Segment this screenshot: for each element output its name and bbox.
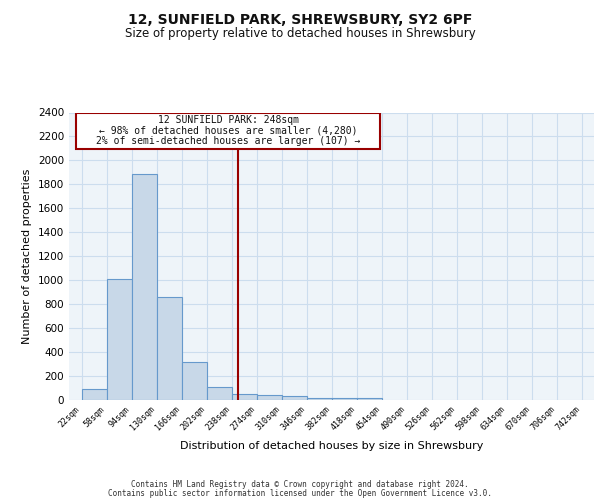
Bar [82, 389, 107, 400]
Bar [131, 174, 157, 400]
Bar [107, 279, 131, 400]
Y-axis label: Number of detached properties: Number of detached properties [22, 168, 32, 344]
Bar [257, 394, 281, 400]
Text: Contains HM Land Registry data © Crown copyright and database right 2024.: Contains HM Land Registry data © Crown c… [131, 480, 469, 489]
Bar [206, 387, 232, 400]
Bar [157, 297, 182, 400]
Text: 12 SUNFIELD PARK: 248sqm: 12 SUNFIELD PARK: 248sqm [158, 115, 299, 125]
Bar [281, 396, 307, 400]
X-axis label: Distribution of detached houses by size in Shrewsbury: Distribution of detached houses by size … [180, 441, 483, 451]
Bar [307, 398, 331, 400]
Bar [331, 398, 356, 400]
Text: Size of property relative to detached houses in Shrewsbury: Size of property relative to detached ho… [125, 28, 475, 40]
Bar [182, 362, 206, 400]
Text: 2% of semi-detached houses are larger (107) →: 2% of semi-detached houses are larger (1… [96, 136, 360, 146]
FancyBboxPatch shape [76, 112, 380, 149]
Text: Contains public sector information licensed under the Open Government Licence v3: Contains public sector information licen… [108, 488, 492, 498]
Bar [356, 398, 382, 400]
Text: 12, SUNFIELD PARK, SHREWSBURY, SY2 6PF: 12, SUNFIELD PARK, SHREWSBURY, SY2 6PF [128, 12, 472, 26]
Bar [232, 394, 257, 400]
Text: ← 98% of detached houses are smaller (4,280): ← 98% of detached houses are smaller (4,… [99, 126, 357, 136]
